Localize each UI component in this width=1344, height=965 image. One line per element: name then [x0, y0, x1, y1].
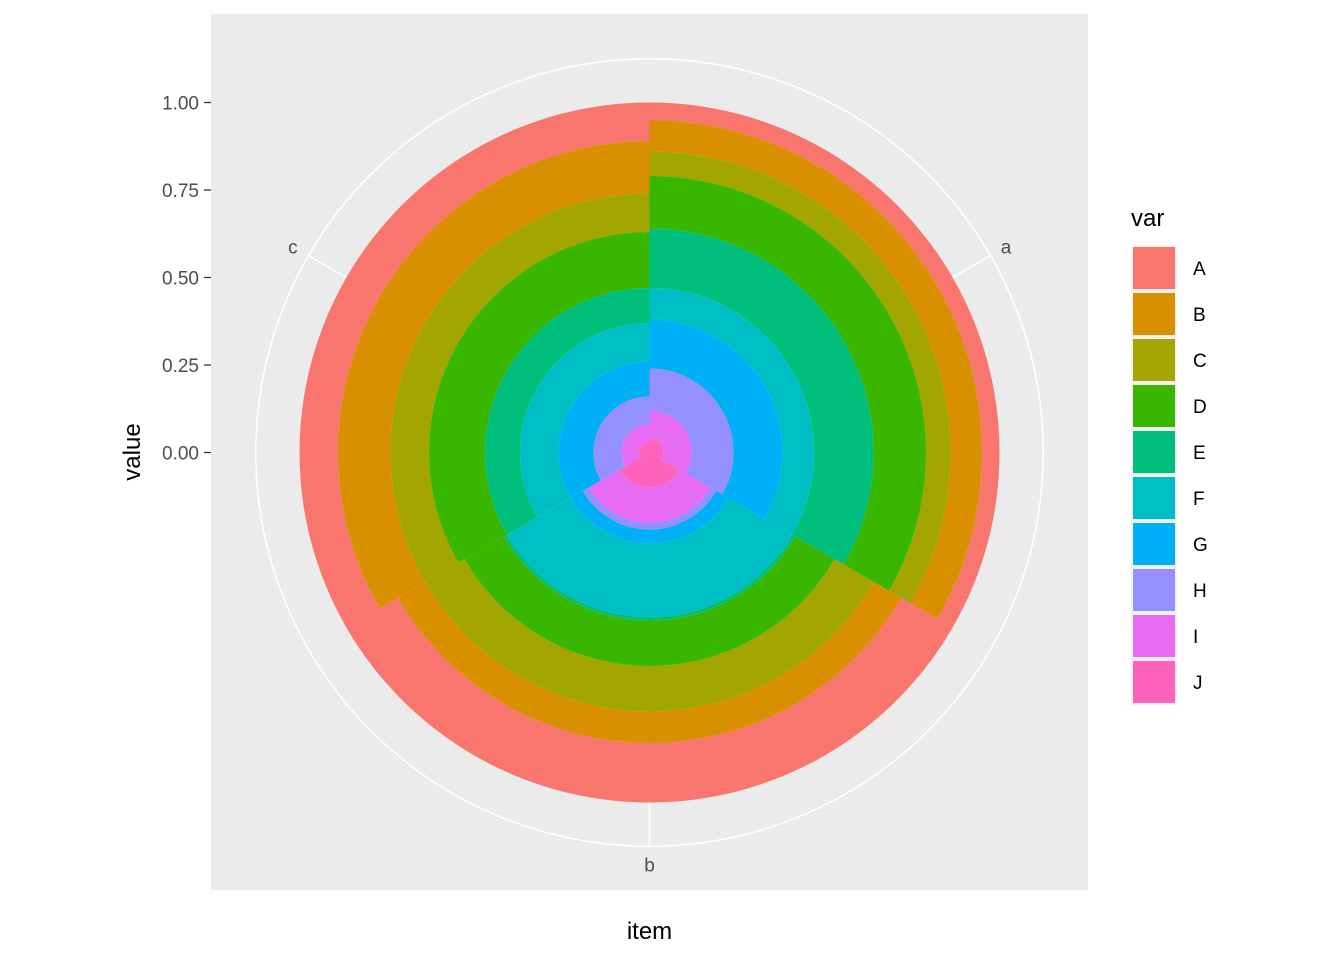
bar-c-D [429, 232, 650, 563]
bar-a-G [649, 319, 783, 519]
legend-swatch-E [1133, 431, 1175, 473]
bar-a-C [649, 151, 951, 603]
legend: A B C D E F G H I J [1131, 245, 1208, 705]
category-label-c: c [288, 238, 298, 259]
bar-b-H [582, 487, 717, 530]
legend-swatch-A [1133, 247, 1175, 289]
legend-swatch-B [1133, 293, 1175, 335]
bar-a-A [649, 102, 1000, 628]
bar-c-I [621, 424, 650, 467]
bar-a-B [649, 120, 982, 619]
legend-label-I: I [1193, 627, 1198, 648]
legend-label-E: E [1193, 443, 1206, 464]
category-label-a: a [1001, 238, 1012, 259]
legend-label-J: J [1193, 673, 1203, 694]
bar-b-F [507, 498, 792, 618]
legend-label-A: A [1193, 259, 1206, 280]
bar-c-F [520, 322, 650, 518]
bar-c-A [299, 102, 650, 628]
bar-a-I [649, 410, 692, 474]
y-tick-label: 0.00 [162, 444, 199, 465]
category-labels: a b c [288, 238, 1012, 877]
bar-a-D [649, 176, 926, 591]
bar-c-J [639, 442, 650, 458]
bar-c-B [338, 141, 650, 609]
bar-b-C [425, 559, 874, 712]
x-axis-title: item [627, 918, 672, 945]
bar-b-G [570, 491, 729, 544]
legend-label-H: H [1193, 581, 1207, 602]
legend-title: var [1131, 205, 1164, 232]
bar-c-G [558, 361, 650, 498]
bar-b-D [464, 536, 835, 666]
legend-swatch-F [1133, 477, 1175, 519]
legend-swatch-H [1133, 569, 1175, 611]
bar-b-A [346, 597, 953, 803]
bars-layer [299, 102, 1000, 803]
y-axis: 0.00 0.25 0.50 0.75 1.00 [162, 94, 211, 465]
bar-c-E [485, 288, 650, 535]
legend-swatch-C [1133, 339, 1175, 381]
legend-label-C: C [1193, 351, 1207, 372]
legend-swatch-I [1133, 615, 1175, 657]
legend-label-G: G [1193, 535, 1208, 556]
bar-a-E [649, 228, 874, 565]
bar-a-F [649, 288, 814, 535]
y-tick-label: 0.50 [162, 269, 199, 290]
legend-label-F: F [1193, 489, 1205, 510]
y-tick-label: 1.00 [162, 94, 199, 115]
y-tick-label: 0.25 [162, 356, 199, 377]
y-axis-title: value [119, 423, 146, 480]
legend-swatch-J [1133, 661, 1175, 703]
legend-label-B: B [1193, 305, 1206, 326]
bar-b-B [397, 582, 902, 743]
legend-swatch-D [1133, 385, 1175, 427]
bar-b-I [588, 470, 711, 523]
legend-label-D: D [1193, 397, 1207, 418]
y-tick-label: 0.75 [162, 181, 199, 202]
bar-a-H [649, 368, 734, 495]
legend-swatch-G [1133, 523, 1175, 565]
bar-c-H [593, 396, 650, 481]
bar-a-J [649, 438, 664, 460]
bar-c-C [390, 193, 650, 582]
category-label-b: b [644, 855, 655, 876]
